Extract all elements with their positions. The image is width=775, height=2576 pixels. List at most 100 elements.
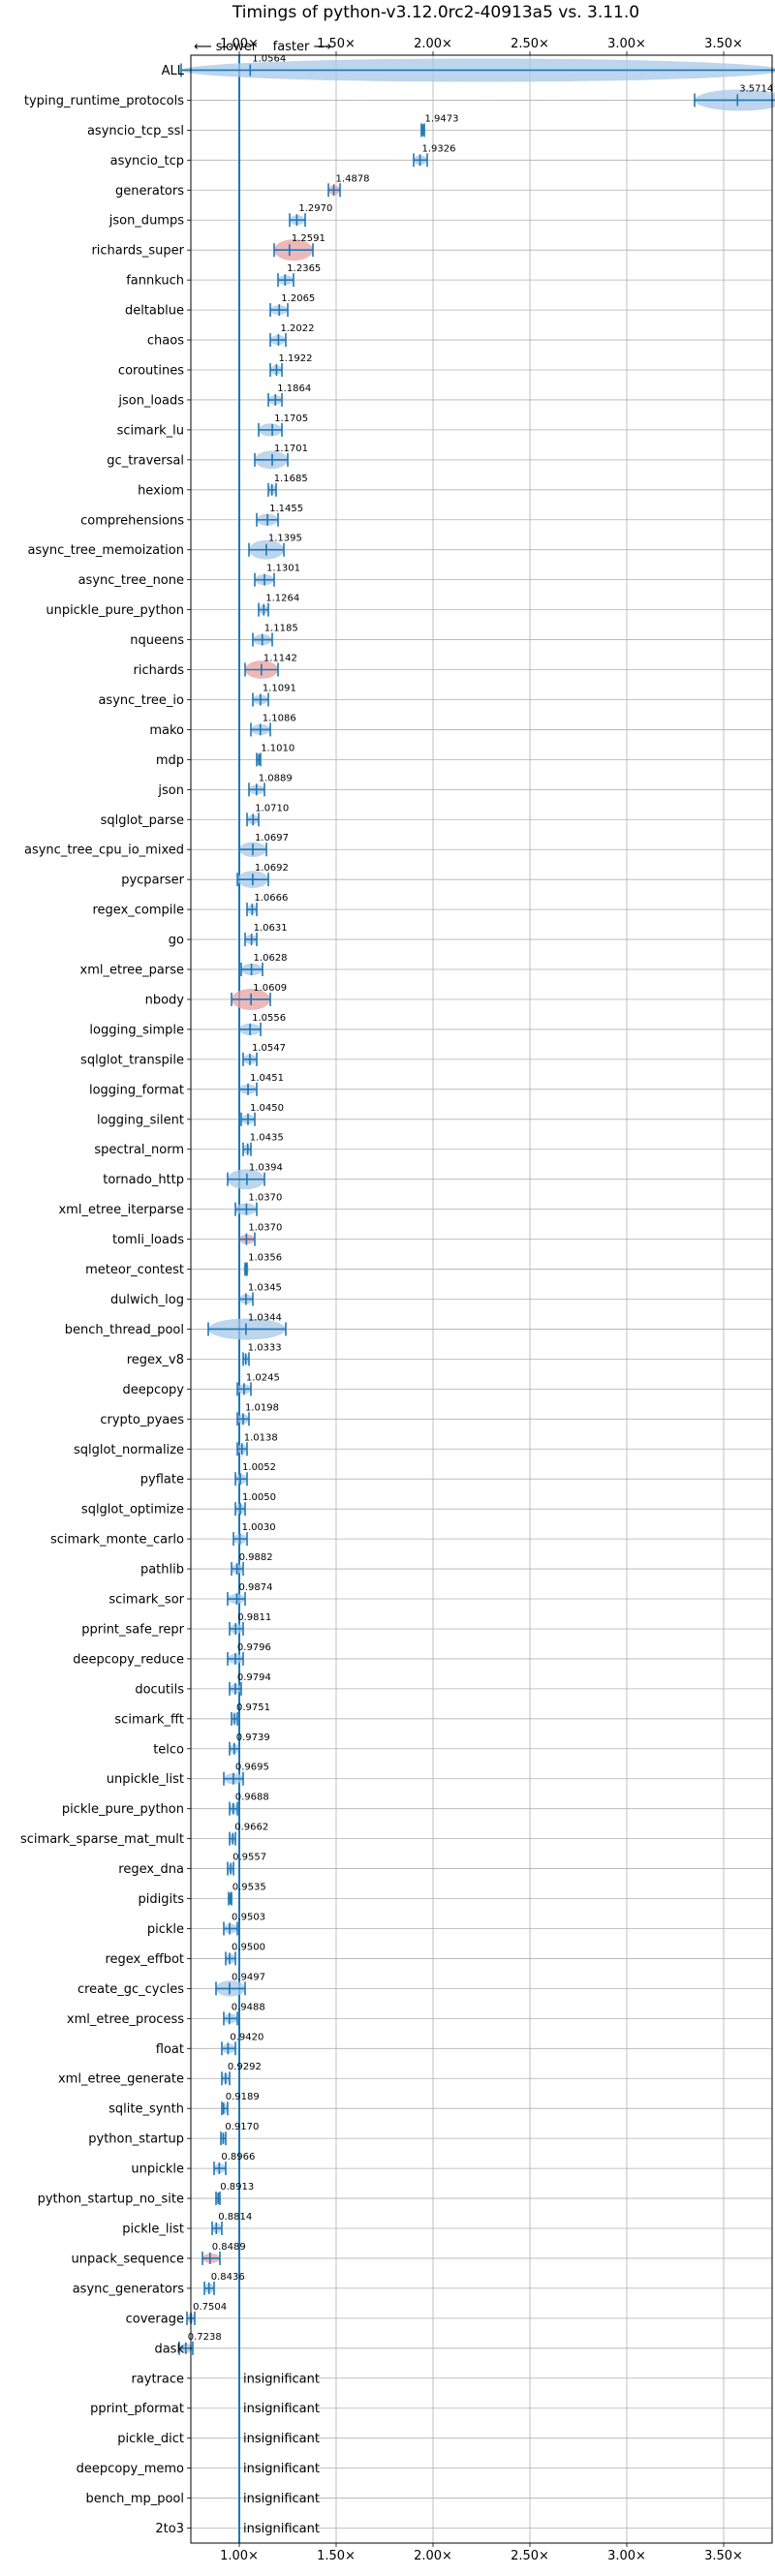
value-label: 0.9882 <box>239 1552 273 1563</box>
benchmark-label: pidigits <box>139 1892 185 1907</box>
value-label: 1.2022 <box>280 323 314 334</box>
benchmark-label: typing_runtime_protocols <box>24 94 184 108</box>
benchmark-label: dulwich_log <box>110 1293 184 1307</box>
value-label: 1.1922 <box>278 353 312 364</box>
benchmark-label: asyncio_tcp_ssl <box>87 124 184 138</box>
benchmark-label: sqlglot_normalize <box>74 1443 184 1457</box>
benchmark-label: scimark_sor <box>108 1593 184 1608</box>
benchmark-label: regex_effbot <box>105 1952 184 1967</box>
insignificant-label: insignificant <box>243 2462 320 2476</box>
value-label: 1.1864 <box>277 383 311 394</box>
value-label: 0.8966 <box>221 2152 255 2162</box>
benchmark-label: richards_super <box>91 244 184 259</box>
benchmark-label: async_generators <box>73 2282 185 2296</box>
x-tick-label: 2.00× <box>414 2549 452 2563</box>
value-label: 0.8489 <box>212 2242 246 2253</box>
benchmark-label: logging_simple <box>89 1023 184 1037</box>
value-label: 1.1701 <box>274 444 308 454</box>
value-label: 0.9170 <box>225 2122 259 2132</box>
value-label: 0.9503 <box>232 1912 265 1922</box>
direction-label: ⟵ slower faster ⟶ <box>194 40 331 54</box>
x-tick-label-top: 1.50× <box>317 37 356 51</box>
value-label: 1.0692 <box>255 863 289 874</box>
benchmark-label: spectral_norm <box>94 1143 184 1157</box>
benchmark-label: deltablue <box>125 304 184 319</box>
benchmark-label: pickle_list <box>122 2223 184 2237</box>
value-label: 0.9874 <box>238 1582 272 1593</box>
value-label: 1.0435 <box>250 1133 284 1144</box>
benchmark-label: sqlite_synth <box>108 2102 184 2117</box>
value-label: 1.0370 <box>248 1193 282 1204</box>
value-label: 1.1301 <box>266 564 300 574</box>
benchmark-label: pprint_pformat <box>90 2402 184 2416</box>
value-label: 1.0344 <box>248 1312 282 1323</box>
value-label: 1.2970 <box>298 203 332 214</box>
benchmark-label: chaos <box>147 334 184 349</box>
benchmark-label: nqueens <box>130 633 184 648</box>
insignificant-label: insignificant <box>243 2372 320 2386</box>
benchmark-label: async_tree_cpu_io_mixed <box>24 843 184 858</box>
benchmark-label: tornado_http <box>103 1173 184 1187</box>
value-label: 1.0333 <box>248 1342 282 1353</box>
value-label: 0.9662 <box>234 1823 268 1833</box>
benchmark-label: json_loads <box>117 393 184 408</box>
benchmark-label: fannkuch <box>126 274 184 289</box>
benchmark-label: logging_silent <box>97 1113 184 1127</box>
value-label: 0.9292 <box>228 2062 262 2072</box>
value-label: 0.9695 <box>235 1763 269 1773</box>
benchmark-label: deepcopy_reduce <box>73 1652 184 1667</box>
benchmark-label: pickle_pure_python <box>62 1802 184 1817</box>
benchmark-label: scimark_monte_carlo <box>50 1533 184 1548</box>
value-label: 0.9751 <box>236 1702 270 1713</box>
benchmark-label: coverage <box>126 2312 184 2326</box>
value-label: 1.9473 <box>424 113 458 124</box>
x-tick-label-top: 3.00× <box>607 37 646 51</box>
x-tick-label-top: 2.00× <box>414 37 452 51</box>
benchmark-label: deepcopy_memo <box>77 2462 184 2476</box>
benchmark-label: logging_format <box>89 1083 184 1097</box>
value-label: 0.9739 <box>236 1733 270 1743</box>
benchmark-label: xml_etree_parse <box>80 964 184 978</box>
value-label: 0.7504 <box>193 2302 227 2313</box>
benchmark-label: async_tree_none <box>78 573 184 588</box>
value-label: 1.1264 <box>265 594 299 604</box>
value-label: 1.0451 <box>250 1073 284 1084</box>
value-label: 0.8436 <box>211 2272 245 2283</box>
insignificant-label: insignificant <box>243 2402 320 2416</box>
value-label: 1.1086 <box>263 713 296 723</box>
benchmark-label: crypto_pyaes <box>100 1413 184 1427</box>
value-label: 1.0564 <box>252 53 286 64</box>
benchmark-label: go <box>169 934 184 948</box>
benchmark-label: mako <box>149 723 184 738</box>
benchmark-label: coroutines <box>118 363 184 378</box>
value-label: 1.0609 <box>253 983 287 994</box>
benchmark-label: pycparser <box>121 874 184 888</box>
value-label: 1.1395 <box>268 534 302 544</box>
value-label: 1.2591 <box>292 233 326 244</box>
value-label: 1.0666 <box>254 893 288 904</box>
x-tick-label-top: 2.50× <box>511 37 549 51</box>
benchmark-label: json_dumps <box>108 214 184 229</box>
value-label: 0.9497 <box>232 1972 265 1982</box>
benchmark-label: pickle <box>147 1922 184 1937</box>
value-label: 1.2365 <box>287 263 321 274</box>
benchmark-label: scimark_sparse_mat_mult <box>20 1832 184 1847</box>
x-tick-label: 1.50× <box>317 2549 356 2563</box>
value-label: 1.0631 <box>254 923 288 934</box>
value-label: 0.9796 <box>237 1642 271 1653</box>
x-tick-label-top: 3.50× <box>704 37 743 51</box>
benchmark-label: nbody <box>145 993 185 1007</box>
benchmark-label: asyncio_tcp <box>110 154 184 169</box>
benchmark-label: regex_dna <box>118 1862 184 1877</box>
benchmark-label: telco <box>153 1742 184 1757</box>
insignificant-label: insignificant <box>243 2522 320 2536</box>
benchmark-label: comprehensions <box>80 513 184 528</box>
benchmark-label: python_startup_no_site <box>38 2193 184 2207</box>
benchmark-label: 2to3 <box>155 2522 184 2536</box>
value-label: 0.9488 <box>232 2002 265 2012</box>
benchmark-label: xml_etree_generate <box>58 2072 184 2087</box>
value-label: 1.1142 <box>264 654 297 664</box>
benchmark-label: sqlglot_parse <box>101 813 184 828</box>
x-tick-label: 1.00× <box>220 2549 259 2563</box>
